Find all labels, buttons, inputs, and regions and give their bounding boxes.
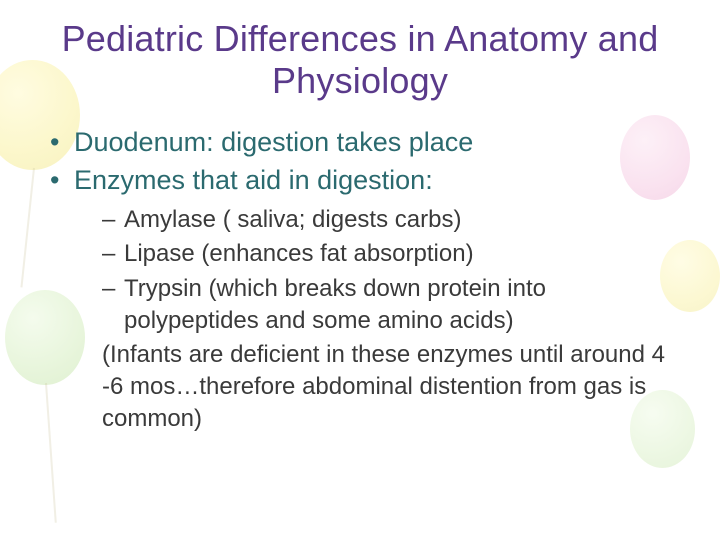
bullet-item: Enzymes that aid in digestion: Amylase (… [48, 163, 672, 436]
sub-bullet-item: Trypsin (which breaks down protein into … [102, 273, 672, 337]
bullet-item: Duodenum: digestion takes place [48, 125, 672, 161]
main-bullet-list: Duodenum: digestion takes place Enzymes … [48, 125, 672, 435]
sub-bullet-item: Lipase (enhances fat absorption) [102, 238, 672, 270]
bullet-text: Enzymes that aid in digestion: [74, 165, 433, 195]
slide-content: Pediatric Differences in Anatomy and Phy… [0, 0, 720, 457]
sub-bullet-item: Amylase ( saliva; digests carbs) [102, 204, 672, 236]
slide-title: Pediatric Differences in Anatomy and Phy… [48, 18, 672, 103]
note-text: (Infants are deficient in these enzymes … [102, 339, 672, 435]
sub-bullet-list: Amylase ( saliva; digests carbs) Lipase … [102, 204, 672, 337]
